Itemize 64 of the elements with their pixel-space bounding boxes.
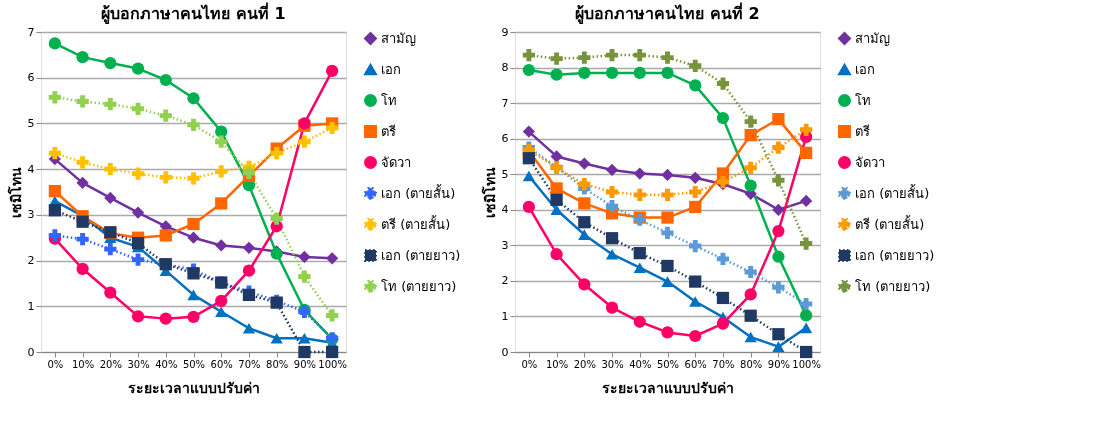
x-tick-label: 40% [155, 358, 178, 370]
legend-label: โท (ตายยาว) [855, 278, 931, 294]
y-tick-label: 6 [501, 132, 509, 146]
y-tick-label: 9 [501, 25, 509, 39]
legend-label: โท (ตายยาว) [381, 278, 457, 294]
y-tick-label: 7 [27, 25, 35, 39]
legend-label: เอก (ตายสั้น) [855, 183, 930, 201]
x-tick-label: 90% [293, 358, 317, 370]
y-tick-label: 2 [27, 254, 35, 268]
y-tick-label: 2 [501, 274, 509, 288]
x-tick-label: 60% [684, 358, 707, 370]
legend-label: โท [381, 92, 397, 108]
y-tick-label: 3 [27, 208, 35, 222]
legend-label: เอก (ตายยาว) [855, 247, 935, 263]
x-tick-label: 0% [521, 358, 538, 370]
y-tick-label: 4 [27, 162, 35, 176]
legend-label: โท [855, 92, 871, 108]
legend-label: เอก (ตายยาว) [381, 247, 461, 263]
legend-label: เอก [381, 61, 401, 77]
x-axis-title: ระยะเวลาแบบปรับค่า [128, 379, 260, 396]
x-tick-label: 30% [127, 358, 150, 370]
y-tick-label: 6 [27, 71, 35, 85]
x-tick-label: 100% [792, 358, 821, 370]
y-tick-label: 8 [501, 61, 509, 75]
x-tick-label: 80% [266, 358, 289, 370]
y-tick-label: 5 [501, 167, 509, 181]
legend-label: สามัญ [381, 30, 416, 46]
y-axis-title: เซมิโทน [480, 167, 498, 218]
legend-label: ตรี [381, 123, 396, 139]
x-tick-label: 40% [629, 358, 652, 370]
legend-label: สามัญ [855, 30, 890, 46]
y-axis-title: เซมิโทน [6, 167, 24, 218]
x-tick-label: 30% [601, 358, 624, 370]
x-tick-label: 10% [545, 358, 569, 370]
x-tick-label: 20% [99, 358, 122, 370]
legend-label: ตรี (ตายสั้น) [381, 214, 451, 232]
x-tick-label: 10% [71, 358, 95, 370]
x-tick-label: 90% [767, 358, 791, 370]
y-tick-label: 5 [27, 116, 35, 130]
legend-label: เอก (ตายสั้น) [381, 183, 456, 201]
x-tick-label: 0% [47, 358, 64, 370]
x-axis-title: ระยะเวลาแบบปรับค่า [602, 379, 734, 396]
legend-label: จัดวา [381, 154, 411, 170]
legend-label: ตรี (ตายสั้น) [855, 214, 925, 232]
chart-title: ผู้บอกภาษาคนไทย คนที่ 2 [575, 2, 760, 25]
y-tick-label: 3 [501, 238, 509, 252]
x-tick-label: 50% [182, 358, 206, 370]
x-tick-label: 100% [318, 358, 347, 370]
legend-label: ตรี [855, 123, 870, 139]
y-tick-label: 4 [501, 203, 509, 217]
x-tick-label: 60% [210, 358, 233, 370]
chart-title: ผู้บอกภาษาคนไทย คนที่ 1 [101, 2, 286, 25]
x-tick-label: 80% [740, 358, 763, 370]
y-tick-label: 1 [27, 299, 35, 313]
x-tick-label: 50% [656, 358, 680, 370]
legend-label: จัดวา [855, 154, 885, 170]
x-tick-label: 70% [238, 358, 261, 370]
legend-label: เอก [855, 61, 875, 77]
x-tick-label: 20% [573, 358, 596, 370]
y-tick-label: 0 [501, 345, 509, 359]
y-tick-label: 1 [501, 309, 509, 323]
y-tick-label: 7 [501, 96, 509, 110]
x-tick-label: 70% [712, 358, 735, 370]
y-tick-label: 0 [27, 345, 35, 359]
